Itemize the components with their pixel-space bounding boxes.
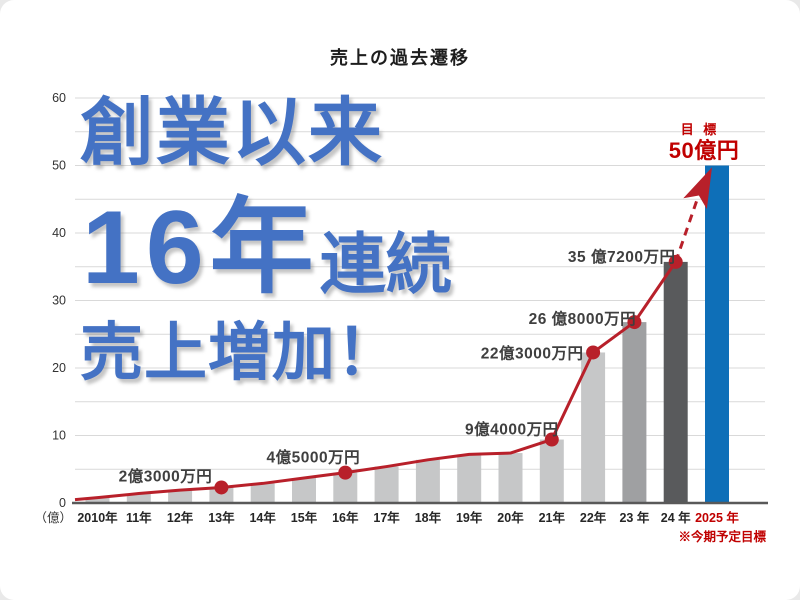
value-label-13年: 2億3000万円: [119, 466, 213, 485]
footnote-target-note: ※今期予定目標: [678, 529, 766, 544]
x-tick-12年: 12年: [167, 510, 194, 525]
value-label-21年: 9億4000万円: [465, 420, 559, 439]
bar-2010年: [85, 497, 110, 503]
x-tick-21年: 21年: [539, 510, 566, 525]
bar-21年: [539, 439, 564, 503]
y-tick-30: 30: [52, 294, 66, 308]
data-point-24年: [668, 254, 683, 269]
data-point-13年: [214, 480, 229, 495]
bar-11年: [126, 493, 151, 503]
y-tick-60: 60: [52, 91, 66, 105]
bar-2025年: [705, 165, 729, 503]
x-tick-2010年: 2010年: [77, 510, 118, 525]
value-label-23年: 26 億8000万円: [529, 309, 637, 328]
y-axis-unit: （億）: [34, 511, 72, 525]
x-tick-20年: 20年: [497, 510, 524, 525]
bar-14年: [250, 483, 275, 503]
y-tick-0: 0: [59, 496, 66, 510]
x-tick-11年: 11年: [126, 510, 152, 525]
data-point-16年: [338, 465, 353, 480]
value-label-16年: 4億5000万円: [266, 448, 360, 467]
bar-23年: [622, 322, 647, 503]
bar-12年: [168, 490, 193, 503]
bar-13年: [209, 487, 234, 503]
bar-24年: [663, 261, 688, 503]
y-tick-50: 50: [52, 159, 66, 173]
bar-22年: [581, 352, 606, 503]
x-tick-23年: 23 年: [619, 510, 649, 525]
x-tick-14年: 14年: [249, 510, 276, 525]
x-tick-2025年: 2025 年: [695, 510, 739, 525]
target-value: 50億円: [669, 138, 739, 163]
x-tick-17年: 17年: [373, 510, 400, 525]
y-tick-20: 20: [52, 361, 66, 375]
x-tick-13年: 13年: [208, 510, 235, 525]
bar-18年: [415, 459, 440, 503]
trend-line: [74, 261, 677, 502]
target-label: 目 標: [681, 122, 720, 137]
x-tick-18年: 18年: [415, 510, 442, 525]
value-label-22年: 22億3000万円: [481, 343, 584, 362]
chart-title: 売上の過去遷移: [330, 48, 470, 68]
x-tick-19年: 19年: [456, 510, 483, 525]
trend-line-dashed: [674, 196, 700, 263]
bar-15年: [292, 478, 316, 503]
target-arrow-icon: [683, 167, 712, 210]
value-label-24年: 35 億7200万円: [568, 247, 676, 266]
x-tick-22年: 22年: [580, 510, 607, 525]
x-tick-15年: 15年: [291, 510, 318, 525]
y-tick-10: 10: [52, 429, 66, 443]
bar-19年: [457, 454, 482, 503]
data-point-21年: [544, 432, 559, 447]
bar-20年: [498, 453, 523, 503]
x-tick-16年: 16年: [332, 510, 359, 525]
x-tick-24年: 24 年: [661, 510, 691, 525]
y-tick-40: 40: [52, 226, 66, 240]
data-point-22年: [586, 345, 601, 360]
bar-17年: [374, 466, 399, 503]
data-point-23年: [627, 315, 642, 330]
